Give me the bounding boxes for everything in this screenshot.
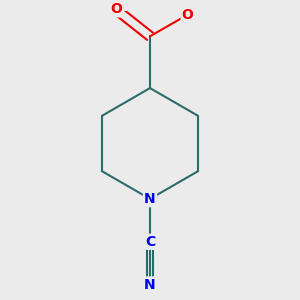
Text: C: C	[145, 235, 155, 249]
Text: O: O	[182, 8, 194, 22]
Text: N: N	[144, 278, 156, 292]
Text: O: O	[110, 2, 122, 16]
Text: N: N	[144, 192, 156, 206]
